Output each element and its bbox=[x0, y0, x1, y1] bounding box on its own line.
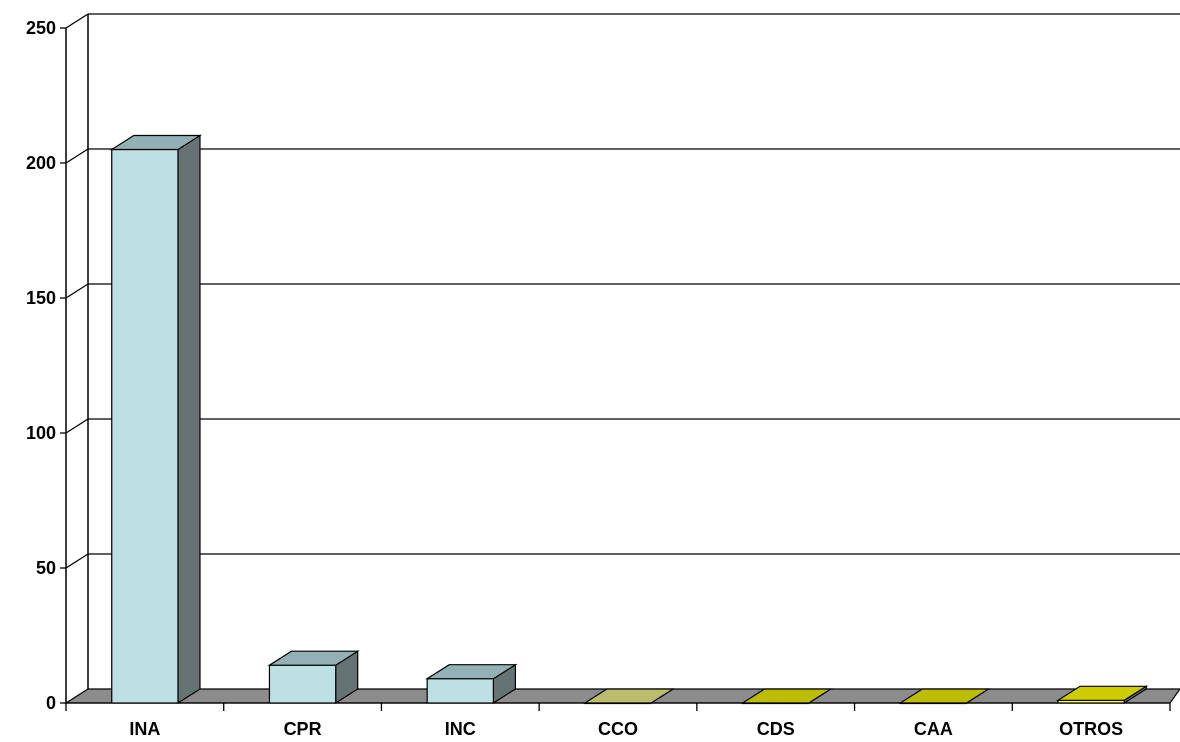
bar-cco bbox=[582, 688, 676, 705]
bar-top-face bbox=[425, 664, 518, 680]
bar-cds bbox=[740, 688, 833, 705]
x-tick-label: CAA bbox=[914, 719, 953, 739]
gridlines bbox=[65, 13, 1180, 569]
y-tick-label: 100 bbox=[26, 423, 56, 443]
bar-side-face bbox=[177, 134, 201, 705]
x-tick-label: CPR bbox=[284, 719, 322, 739]
x-tick-label: OTROS bbox=[1059, 719, 1123, 739]
bar-front-face bbox=[426, 678, 495, 704]
x-tick-label: INA bbox=[129, 719, 160, 739]
gridline-wall-segment bbox=[65, 148, 89, 164]
bar-top-face bbox=[1055, 685, 1149, 701]
bar-front-face bbox=[111, 148, 179, 704]
x-tick-label: CCO bbox=[598, 719, 638, 739]
bar-top-face bbox=[898, 688, 991, 704]
bar-inc bbox=[425, 663, 518, 705]
bar-front-face bbox=[268, 664, 337, 704]
gridline-wall-segment bbox=[65, 13, 89, 29]
bar-cpr bbox=[267, 650, 360, 705]
bar-top-face bbox=[267, 650, 360, 666]
x-tick-labels: INA CPR INC CCO CDS CAA OTROS bbox=[129, 719, 1123, 739]
bar-caa bbox=[898, 688, 991, 705]
axes bbox=[60, 14, 1171, 711]
y-tick-label: 50 bbox=[36, 558, 56, 578]
bar-top-face bbox=[109, 134, 203, 151]
y-tick-label: 150 bbox=[26, 288, 56, 308]
y-tick-label: 250 bbox=[26, 18, 56, 38]
x-tick-label: CDS bbox=[757, 719, 795, 739]
gridline-wall-segment bbox=[65, 283, 89, 299]
bar-otros bbox=[1055, 685, 1149, 705]
bars bbox=[109, 134, 1149, 705]
bar-ina bbox=[109, 134, 203, 705]
x-tick-label: INC bbox=[445, 719, 476, 739]
gridline-wall-segment bbox=[65, 553, 89, 569]
y-tick-label: 0 bbox=[46, 693, 56, 713]
y-tick-labels: 0 50 100 150 200 250 bbox=[26, 18, 56, 713]
bar-top-face bbox=[582, 688, 676, 704]
gridline-wall-segment bbox=[65, 418, 89, 434]
bar-top-face bbox=[740, 688, 833, 704]
y-tick-label: 200 bbox=[26, 153, 56, 173]
